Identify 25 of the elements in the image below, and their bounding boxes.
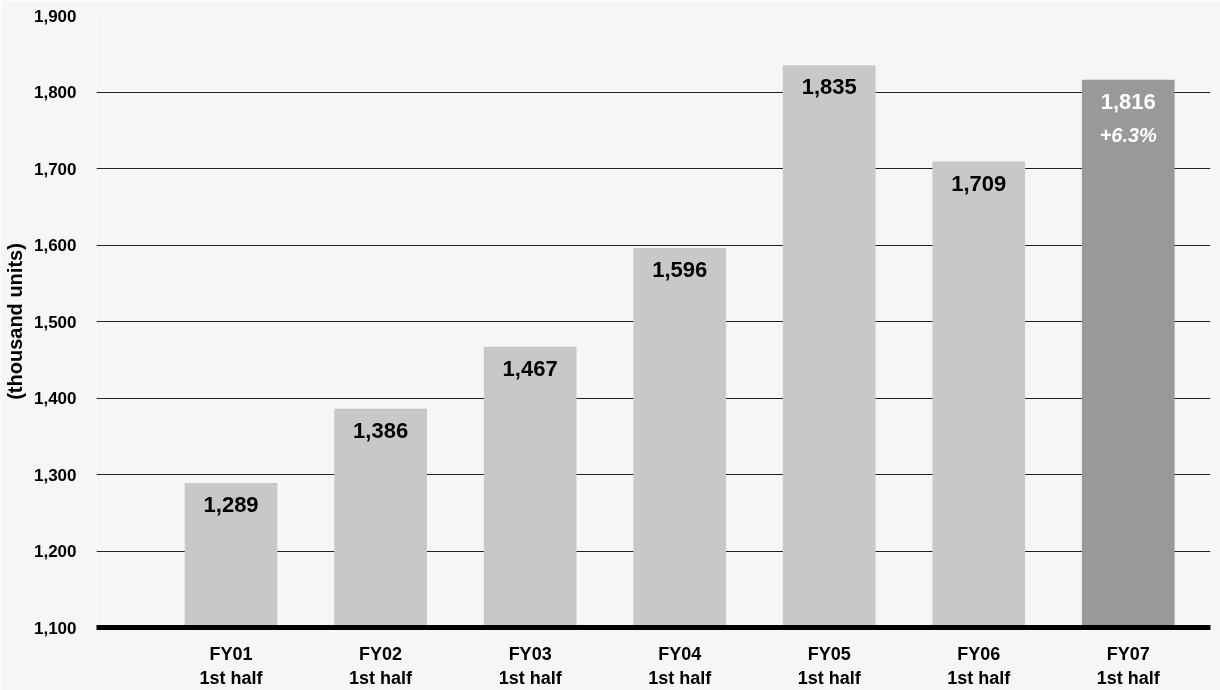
- x-tick-label: FY06 1st half: [947, 643, 1012, 688]
- y-tick-label: 1,200: [33, 542, 77, 561]
- x-tick-label: FY04 1st half: [648, 643, 713, 688]
- data-label: 1,386: [353, 417, 409, 443]
- x-tick-label: FY05 1st half: [797, 643, 862, 688]
- y-tick-label: 1,500: [33, 312, 77, 332]
- x-tick-label: FY03 1st half: [498, 643, 563, 688]
- x-tick-label: FY01 1st half: [199, 643, 264, 688]
- data-label: 1,289: [203, 491, 259, 517]
- annotation: +6.3%: [1099, 123, 1158, 146]
- data-label: 1,596: [652, 257, 708, 283]
- data-label: 1,709: [951, 170, 1007, 196]
- y-tick-label: 1,800: [33, 83, 77, 102]
- x-tick-label: FY07 1st half: [1096, 643, 1161, 688]
- y-tick-label: 1,600: [33, 236, 77, 255]
- y-tick-label: 1,700: [33, 159, 77, 179]
- x-tick-label: FY02 1st half: [349, 643, 414, 688]
- data-label: 1,835: [801, 74, 857, 100]
- y-tick-label: 1,400: [33, 389, 77, 408]
- y-tick-label: 1,900: [33, 6, 77, 26]
- y-tick-label: 1,300: [33, 465, 77, 485]
- y-axis-title: (thousand units): [3, 243, 26, 400]
- data-label: 1,816: [1100, 88, 1156, 114]
- y-tick-label: 1,100: [33, 618, 77, 638]
- data-label: 1,467: [502, 355, 558, 381]
